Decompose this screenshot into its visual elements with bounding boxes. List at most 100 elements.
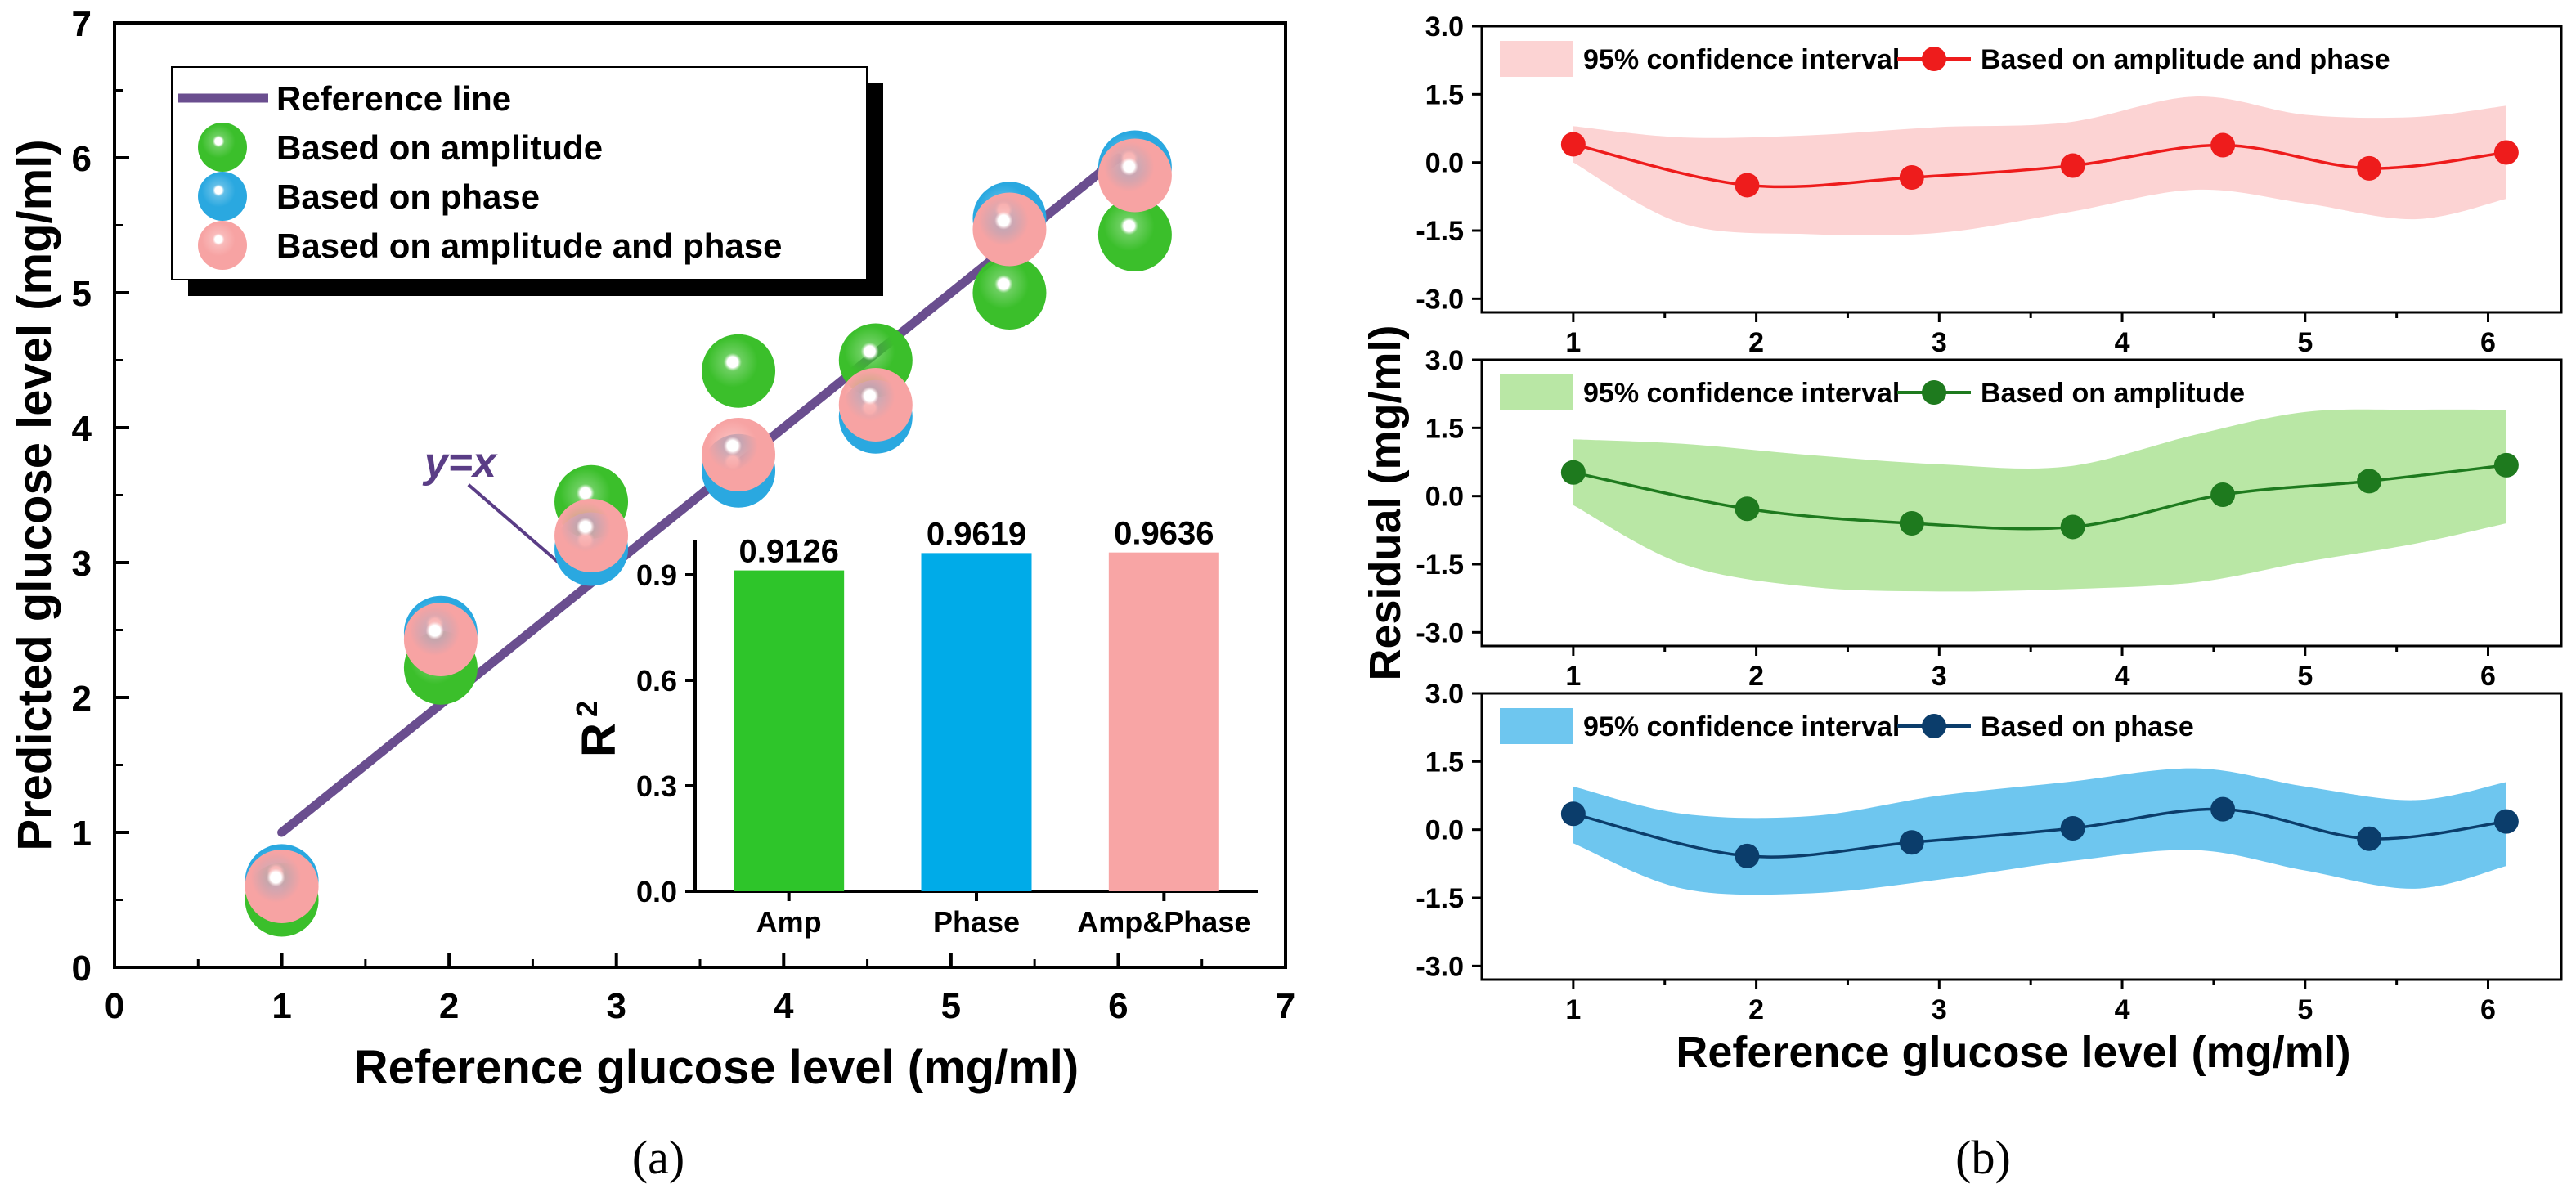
legend-line-label: Based on amplitude [1981,378,2245,409]
residual-subplot-based-on-phase: 3.0 1.5 0.0 -1.5 -3.0 1 2 3 4 5 6 95% confidence in… [1416,679,2563,1025]
x-tick-label: 4 [2115,661,2130,692]
residual-subplot-based-on-amplitude-and-phase: 3.0 1.5 0.0 -1.5 -3.0 1 2 3 4 5 6 95% confidence in… [1416,11,2563,358]
legend-band-label: 95% confidence interval [1583,378,1900,409]
residual-subplot-based-on-amplitude: 3.0 1.5 0.0 -1.5 -3.0 1 2 3 4 5 6 95% confidence in… [1416,345,2563,692]
x-tick-label: 2 [1748,994,1764,1025]
legend-band-swatch [1500,41,1573,77]
legend-line-label: Based on amplitude and phase [1981,44,2390,75]
residual-point [2493,809,2519,834]
legend-label: Based on amplitude and phase [276,226,782,265]
data-point-based-on-amplitude [972,256,1047,330]
x-tick-label: 5 [2297,327,2313,358]
inset-r2-bar-chart: 0.0 0.3 0.6 0.9 R 2 0.9126 Amp 0.9619 Phase 0.9636… [570,516,1258,939]
data-point-based-on-amplitude-and-phase [554,499,629,572]
residual-point [1899,830,1924,855]
y-tick-label: 1.5 [1425,413,1464,444]
y-tick-label: 4 [72,409,92,449]
x-tick-label: 2 [1748,327,1764,358]
residual-point [2493,140,2519,165]
x-tick-label: 4 [774,986,794,1026]
legend-band-swatch [1500,374,1573,410]
x-tick-label: 3 [1932,994,1947,1025]
legend-swatch [198,221,247,270]
subplot-frame [1480,25,2563,314]
x-tick-label: 7 [1276,986,1295,1026]
residual-point [2060,514,2085,540]
data-point-based-on-amplitude-and-phase [403,603,478,677]
y-tick-label: 0.0 [1425,815,1464,846]
data-point-based-on-amplitude-and-phase [838,367,913,442]
inset-x-tick-label: Phase [933,905,1020,939]
x-tick-label: 1 [1565,994,1581,1025]
y-tick-label: 3.0 [1425,11,1464,43]
x-tick-label: 3 [1932,327,1947,358]
inset-bar-value-label: 0.9619 [927,516,1026,552]
inset-y-axis-title: R [572,723,626,757]
inset-bar-phase [921,553,1032,891]
residual-point [1735,496,1760,522]
inset-x-tick-label: Amp [756,905,822,939]
y-tick-label: -1.5 [1416,883,1464,914]
inset-y-tick-label: 0.3 [636,769,677,803]
x-tick-label: 0 [105,986,124,1026]
legend-marker-swatch [1922,380,1946,405]
inset-bar-amp-and-phase [1108,552,1219,891]
panel-a-label: (a) [632,1131,684,1184]
x-tick-label: 4 [2115,994,2130,1025]
confidence-band [1573,409,2506,592]
y-tick-label: 3.0 [1425,345,1464,376]
inset-bar-value-label: 0.9126 [738,534,838,570]
y-tick-label: -3.0 [1416,951,1464,982]
y-tick-label: 7 [72,4,92,44]
y-tick-label: -3.0 [1416,284,1464,315]
y-tick-label: 3.0 [1425,679,1464,710]
inset-bar-value-label: 0.9636 [1114,516,1214,552]
y-tick-label: -3.0 [1416,617,1464,648]
legend-box [171,66,868,280]
y-tick-label: 0.0 [1425,148,1464,179]
y-tick-label: 5 [72,274,92,314]
subplot-frame [1480,358,2563,648]
inset-y-axis-title-superscript: 2 [570,701,604,717]
y-tick-label: 1 [72,814,92,854]
legend-label: Based on phase [276,177,540,216]
y-tick-label: 1.5 [1425,747,1464,778]
confidence-band [1573,96,2506,235]
panel-a-scatter-chart: 0 1 2 3 4 5 6 7 0 1 2 3 4 5 6 7 Reference glucose level … [8,4,1295,1094]
legend-band-swatch [1500,708,1573,744]
data-point-based-on-amplitude [1097,198,1172,272]
data-point-based-on-amplitude [702,334,776,408]
x-tick-label: 5 [2297,994,2313,1025]
legend-swatch [198,172,247,221]
residual-point [2210,132,2236,158]
subplot-frame [1480,692,2563,981]
legend-swatch [198,123,247,172]
data-point-based-on-amplitude-and-phase [972,192,1047,267]
inset-bar-amp [734,570,845,891]
residual-point [2210,482,2236,507]
residual-point [1899,165,1924,190]
x-tick-label: 5 [941,986,961,1026]
x-tick-label: 3 [1932,661,1947,692]
x-tick-label: 3 [606,986,626,1026]
residual-point [1560,460,1586,485]
residual-point [2357,155,2382,181]
x-axis-title: Reference glucose level (mg/ml) [354,1041,1079,1094]
y-tick-label: 2 [72,679,92,719]
data-point-based-on-amplitude-and-phase [245,850,319,923]
residual-point [1735,173,1760,198]
y-tick-label: 3 [72,544,92,584]
residual-point [2210,796,2236,822]
x-tick-label: 4 [2115,327,2130,358]
residual-point [2357,826,2382,851]
residual-point [1899,511,1924,536]
y-tick-label: 0 [72,949,92,989]
legend-label: Reference line [276,79,511,118]
x-tick-label: 1 [1565,327,1581,358]
residual-point [1560,132,1586,157]
legend-label: Based on amplitude [276,128,603,167]
panel-b-label: (b) [1955,1131,2011,1184]
residual-point [2060,153,2085,178]
residual-point [2060,816,2085,841]
